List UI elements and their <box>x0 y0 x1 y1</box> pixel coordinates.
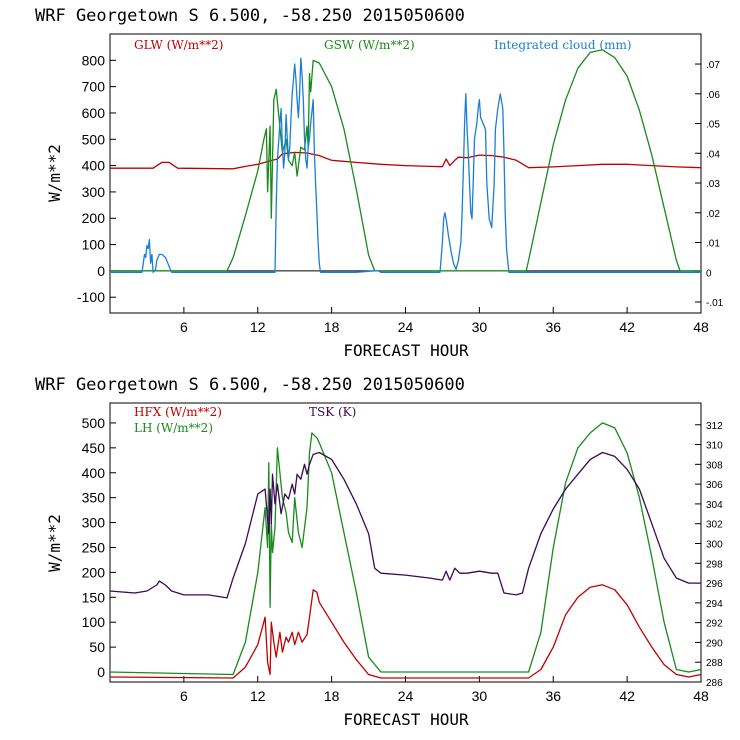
y2-tick-label: 294 <box>706 599 723 610</box>
x-tick-label: 48 <box>693 688 709 704</box>
legend-glw: GLW (W/m**2) <box>134 38 223 52</box>
y-tick-label: 0 <box>97 263 105 279</box>
y2-tick-label: 296 <box>706 579 723 590</box>
x-tick-label: 18 <box>324 688 340 704</box>
bottom-chart-header: WRF Georgetown S 6.500, -58.250 20150506… <box>35 375 465 395</box>
bottom-chart-ylabel: W/m**2 <box>45 514 64 572</box>
x-tick-label: 36 <box>545 688 561 704</box>
y2-tick-label: 302 <box>706 520 723 531</box>
y2-tick-label: 286 <box>706 678 723 689</box>
legend-tsk: TSK (K) <box>309 405 356 419</box>
y-tick-label: 400 <box>82 158 106 174</box>
series-line-glw <box>110 151 702 170</box>
y-tick-label: 100 <box>82 237 106 253</box>
y2-tick-label: 288 <box>706 658 723 669</box>
y-tick-label: 300 <box>82 184 106 200</box>
series-line-lh <box>109 422 702 676</box>
y-tick-label: 0 <box>97 664 105 680</box>
y-tick-label: 350 <box>82 490 106 506</box>
x-tick-label: 6 <box>180 319 188 335</box>
y2-tick-label: 292 <box>706 619 723 630</box>
y-tick-label: 400 <box>82 465 106 481</box>
y-tick-label: 250 <box>82 539 106 555</box>
y-tick-label: 100 <box>82 614 106 630</box>
y2-tick-label: 310 <box>706 441 723 452</box>
x-tick-label: 12 <box>250 688 266 704</box>
y2-tick-label: 300 <box>706 539 723 550</box>
series-line-hfx <box>109 584 702 679</box>
x-tick-label: 42 <box>619 688 635 704</box>
y-tick-label: 300 <box>82 515 106 531</box>
top-chart-header: WRF Georgetown S 6.500, -58.250 20150506… <box>35 6 465 26</box>
y-tick-label: 200 <box>82 564 106 580</box>
y2-tick-label: .05 <box>706 120 720 131</box>
y2-tick-label: .04 <box>706 149 720 160</box>
x-tick-label: 24 <box>398 319 414 335</box>
legend-gsw: GSW (W/m**2) <box>324 38 415 52</box>
series-line-integrated <box>110 57 701 273</box>
x-tick-label: 30 <box>472 319 488 335</box>
y2-tick-label: .03 <box>706 179 720 190</box>
bottom-chart-plot-frame <box>109 402 702 683</box>
y2-tick-label: .01 <box>706 239 720 250</box>
y-tick-label: 50 <box>89 639 105 655</box>
series-line-tsk <box>109 451 701 599</box>
y2-tick-label: .07 <box>706 60 720 71</box>
x-tick-label: 18 <box>324 319 340 335</box>
y-tick-label: -100 <box>77 289 105 305</box>
y2-tick-label: .02 <box>706 209 720 220</box>
y-tick-label: 600 <box>82 105 106 121</box>
y-tick-label: 200 <box>82 210 106 226</box>
x-tick-label: 12 <box>250 319 266 335</box>
x-tick-label: 30 <box>472 688 488 704</box>
y2-tick-label: 290 <box>706 638 723 649</box>
legend-hfx: HFX (W/m**2) <box>134 405 222 419</box>
x-tick-label: 48 <box>693 319 709 335</box>
y2-tick-label: 312 <box>706 421 723 432</box>
x-tick-label: 36 <box>545 319 561 335</box>
top-chart-ylabel: W/m**2 <box>45 144 64 202</box>
series-line-gsw <box>110 49 701 272</box>
top-chart-panel: WRF Georgetown S 6.500, -58.250 20150506… <box>35 6 724 360</box>
y2-tick-label: -.01 <box>706 298 724 309</box>
top-chart-xlabel: FORECAST HOUR <box>343 341 469 360</box>
y-tick-label: 700 <box>82 79 106 95</box>
y-tick-label: 500 <box>82 415 106 431</box>
y2-tick-label: 0 <box>706 268 712 279</box>
y-tick-label: 450 <box>82 440 106 456</box>
legend-lh: LH (W/m**2) <box>134 421 213 435</box>
bottom-chart-xlabel: FORECAST HOUR <box>343 710 469 729</box>
y2-tick-label: 306 <box>706 480 723 491</box>
y-tick-label: 800 <box>82 52 106 68</box>
y2-tick-label: 304 <box>706 500 723 511</box>
y2-tick-label: 308 <box>706 460 723 471</box>
x-tick-label: 6 <box>180 688 188 704</box>
x-tick-label: 42 <box>619 319 635 335</box>
y-tick-label: 500 <box>82 131 106 147</box>
y2-tick-label: .06 <box>706 90 720 101</box>
y-tick-label: 150 <box>82 589 106 605</box>
x-tick-label: 24 <box>398 688 414 704</box>
y2-tick-label: 298 <box>706 559 723 570</box>
bottom-chart-panel: WRF Georgetown S 6.500, -58.250 20150506… <box>35 375 723 729</box>
legend-integrated-cloud: Integrated cloud (mm) <box>494 38 632 52</box>
